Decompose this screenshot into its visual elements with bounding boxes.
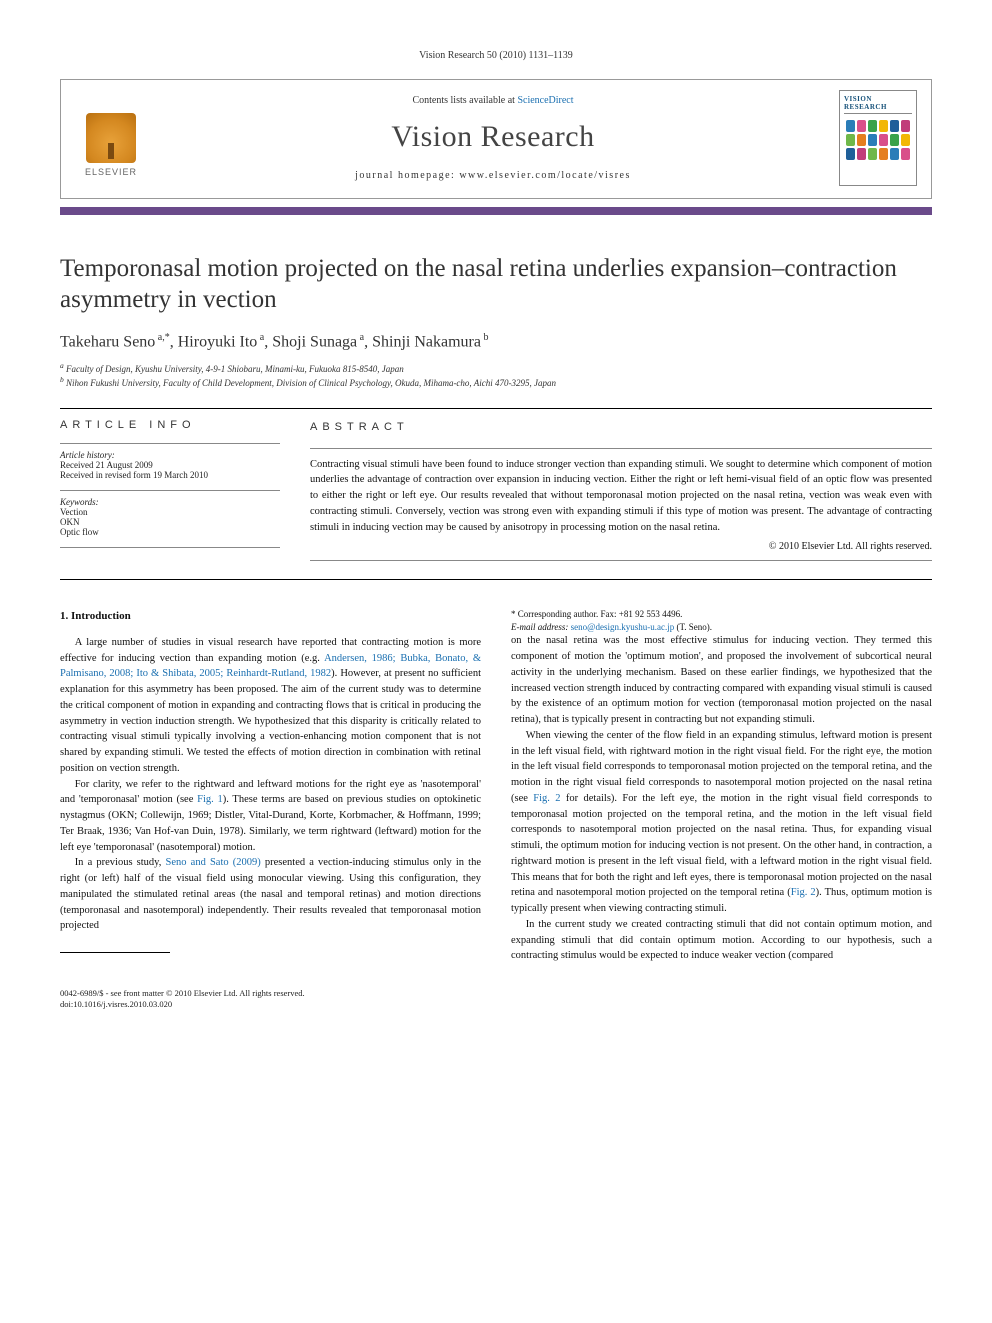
abstract: ABSTRACT Contracting visual stimuli have… xyxy=(310,419,932,561)
contents-prefix: Contents lists available at xyxy=(412,95,517,106)
body-text: 1. Introduction A large number of studie… xyxy=(60,608,932,964)
keyword: Vection xyxy=(60,507,280,517)
affiliation-a: a Faculty of Design, Kyushu University, … xyxy=(60,361,932,376)
abstract-copyright: © 2010 Elsevier Ltd. All rights reserved… xyxy=(310,539,932,554)
article-info: ARTICLE INFO Article history: Received 2… xyxy=(60,419,280,561)
paragraph: In the current study we created contract… xyxy=(511,917,932,964)
keywords-label: Keywords: xyxy=(60,497,280,507)
rule xyxy=(60,408,932,409)
homepage-prefix: journal homepage: xyxy=(355,170,459,181)
contents-line: Contents lists available at ScienceDirec… xyxy=(147,95,839,106)
article-title: Temporonasal motion projected on the nas… xyxy=(60,253,932,316)
paragraph: In a previous study, Seno and Sato (2009… xyxy=(60,855,481,934)
affiliations: a Faculty of Design, Kyushu University, … xyxy=(60,361,932,390)
journal-name: Vision Research xyxy=(147,120,839,154)
elsevier-logo: ELSEVIER xyxy=(75,99,147,177)
paragraph: on the nasal retina was the most effecti… xyxy=(511,633,932,728)
keyword: Optic flow xyxy=(60,527,280,537)
paragraph: When viewing the center of the flow fiel… xyxy=(511,728,932,917)
keyword: OKN xyxy=(60,517,280,527)
article-info-head: ARTICLE INFO xyxy=(60,419,280,431)
footer-copyright: 0042-6989/$ - see front matter © 2010 El… xyxy=(60,988,305,999)
paragraph: For clarity, we refer to the rightward a… xyxy=(60,777,481,856)
rule xyxy=(60,579,932,580)
abstract-head: ABSTRACT xyxy=(310,419,932,436)
cover-title: VISIONRESEARCH xyxy=(844,95,912,114)
figure-link[interactable]: Fig. 2 xyxy=(791,887,816,898)
paragraph: A large number of studies in visual rese… xyxy=(60,635,481,777)
cover-grid-icon xyxy=(846,120,910,160)
footnote-rule xyxy=(60,952,170,953)
email-line: E-mail address: seno@design.kyushu-u.ac.… xyxy=(511,621,932,634)
figure-link[interactable]: Fig. 2 xyxy=(533,793,560,804)
elsevier-tree-icon xyxy=(86,113,136,163)
affiliation-b: b Nihon Fukushi University, Faculty of C… xyxy=(60,375,932,390)
email-link[interactable]: seno@design.kyushu-u.ac.jp xyxy=(571,622,675,632)
footer-doi: doi:10.1016/j.visres.2010.03.020 xyxy=(60,999,305,1010)
corresponding-author: * Corresponding author. Fax: +81 92 553 … xyxy=(511,608,932,621)
page-footer: 0042-6989/$ - see front matter © 2010 El… xyxy=(60,988,932,1010)
journal-header: ELSEVIER Contents lists available at Sci… xyxy=(60,79,932,199)
sciencedirect-link[interactable]: ScienceDirect xyxy=(517,95,573,106)
homepage-line: journal homepage: www.elsevier.com/locat… xyxy=(147,170,839,181)
authors: Takeharu Seno a,*, Hiroyuki Ito a, Shoji… xyxy=(60,332,932,351)
abstract-text: Contracting visual stimuli have been fou… xyxy=(310,457,932,536)
homepage-url: www.elsevier.com/locate/visres xyxy=(459,170,631,181)
received-date: Received 21 August 2009 xyxy=(60,460,280,470)
publisher-label: ELSEVIER xyxy=(85,167,137,177)
revised-date: Received in revised form 19 March 2010 xyxy=(60,470,280,480)
figure-link[interactable]: Fig. 1 xyxy=(197,794,223,805)
journal-cover-thumb: VISIONRESEARCH xyxy=(839,90,917,186)
running-head: Vision Research 50 (2010) 1131–1139 xyxy=(60,50,932,61)
citation-link[interactable]: Seno and Sato (2009) xyxy=(166,857,261,868)
history-label: Article history: xyxy=(60,450,280,460)
section-heading: 1. Introduction xyxy=(60,608,481,625)
footnotes: * Corresponding author. Fax: +81 92 553 … xyxy=(511,608,932,633)
accent-bar xyxy=(60,207,932,215)
